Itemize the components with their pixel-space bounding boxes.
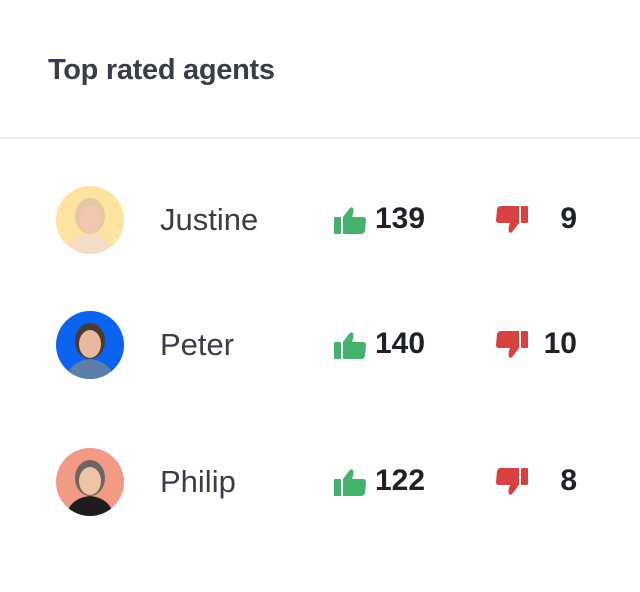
thumbs-up-icon xyxy=(334,206,366,234)
thumbs-up-count: 139 xyxy=(375,202,426,235)
card-title: Top rated agents xyxy=(48,54,275,86)
thumbs-up-icon xyxy=(334,331,366,359)
card-header: Top rated agents xyxy=(0,0,640,139)
agent-row: Justine 139 9 xyxy=(0,186,640,256)
thumbs-down-count: 8 xyxy=(560,464,577,497)
agent-row: Peter 140 10 xyxy=(0,311,640,381)
avatar xyxy=(56,186,124,254)
thumbs-down-icon xyxy=(496,468,528,496)
avatar xyxy=(56,448,124,516)
agent-name: Justine xyxy=(160,202,259,237)
thumbs-up-count: 122 xyxy=(375,464,426,497)
agent-name: Peter xyxy=(160,327,235,362)
thumbs-down-icon xyxy=(496,206,528,234)
thumbs-down-count: 9 xyxy=(560,202,577,235)
thumbs-down-count: 10 xyxy=(543,327,577,360)
thumbs-up-icon xyxy=(334,468,366,496)
agent-row: Philip 122 8 xyxy=(0,448,640,518)
agent-name: Philip xyxy=(160,464,236,499)
thumbs-up-count: 140 xyxy=(375,327,426,360)
avatar xyxy=(56,311,124,379)
thumbs-down-icon xyxy=(496,331,528,359)
